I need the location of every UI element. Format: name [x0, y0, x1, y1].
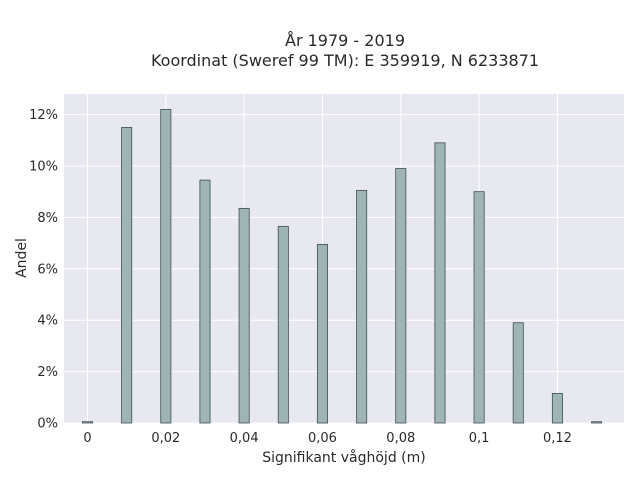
x-tick-label: 0,02 [151, 431, 180, 446]
bar-6 [316, 243, 328, 424]
y-tick-label: 2% [37, 365, 58, 380]
bar-5 [277, 225, 289, 424]
x-tick-label: 0 [83, 431, 91, 446]
bar-11 [512, 322, 524, 424]
bar-8 [395, 168, 407, 424]
bar-9 [434, 142, 446, 424]
y-axis-title: Andel [14, 238, 30, 278]
bar-0 [82, 421, 93, 424]
x-tick-label: 0,08 [386, 431, 415, 446]
x-tick-label: 0,06 [308, 431, 337, 446]
bar-4 [238, 207, 250, 424]
y-tick-label: 0% [37, 417, 58, 432]
y-tick-label: 4% [37, 314, 58, 329]
x-axis-ticks: 0 0,02 0,04 0,06 0,08 0,1 0,12 [83, 431, 572, 446]
bar-10 [473, 191, 485, 424]
bar-12 [551, 393, 563, 424]
y-tick-label: 12% [29, 108, 58, 123]
x-tick-label: 0,1 [469, 431, 490, 446]
bar-2 [160, 109, 172, 424]
bar-13 [591, 421, 603, 424]
y-axis-ticks: 0% 2% 4% 6% 8% 10% 12% [29, 108, 58, 431]
bar-7 [356, 189, 368, 424]
chart-title-line-2: Koordinat (Sweref 99 TM): E 359919, N 62… [151, 51, 539, 70]
bar-1 [121, 127, 133, 424]
y-tick-label: 6% [37, 262, 58, 277]
x-tick-label: 0,04 [230, 431, 259, 446]
bars [82, 109, 603, 424]
chart-title-line-1: År 1979 - 2019 [285, 31, 405, 50]
bar-3 [199, 179, 211, 424]
y-tick-label: 8% [37, 211, 58, 226]
y-tick-label: 10% [29, 159, 58, 174]
x-axis-title: Signifikant våghöjd (m) [262, 449, 425, 466]
x-tick-label: 0,12 [543, 431, 572, 446]
plot-area [64, 94, 624, 423]
